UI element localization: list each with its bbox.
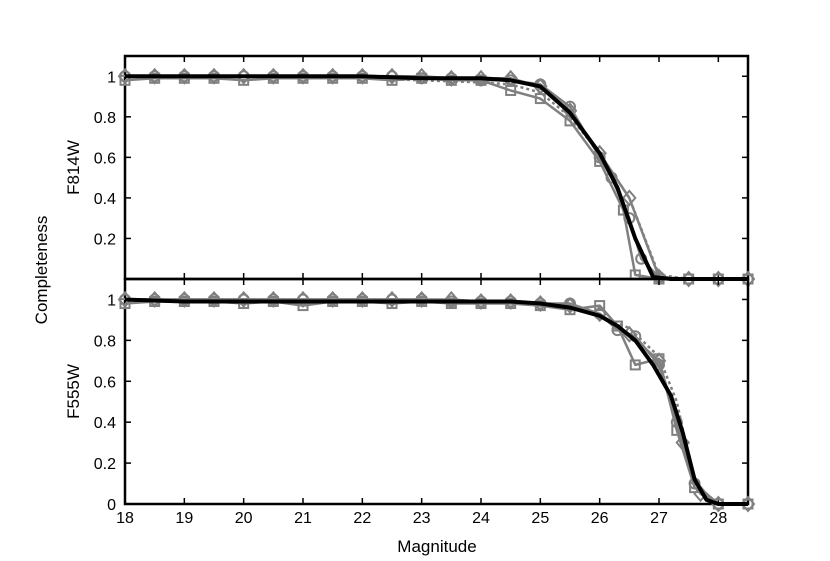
x-tick-label: 26 [591,510,609,527]
f814w-series-3-diamond-marker [414,67,429,85]
f814w-panel-label: F814W [64,140,83,195]
f814w-mean-line [125,74,748,281]
f555w-panel-label: F555W [64,364,83,419]
f555w-y-tick-label: 0.2 [94,456,116,473]
f555w-y-tick-label: 1 [107,292,116,309]
f555w-series-3-diamond-marker [325,290,340,308]
f814w-series-3-diamond-marker [117,67,133,85]
f555w-series-3-diamond-marker [651,352,667,370]
f814w-series-3-diamond-marker [266,67,281,85]
f555w-series-1-line [125,298,748,506]
f555w-series-3-diamond-marker [177,290,192,308]
f555w-axes-frame [123,277,750,506]
x-tick-label: 28 [709,510,727,527]
x-tick-label: 27 [650,510,668,527]
f814w-series-3-line [125,75,748,281]
f814w-series-3-diamond-marker [473,69,489,87]
f814w-series-3-diamond-marker [681,270,696,288]
f555w-panel: 18 19 20 21 22 23 24 25 26 27 28 0 0.2 0.4 0.6 0.8 1 F555… [64,277,756,527]
f555w-y-tick-label: 0.6 [94,374,116,391]
x-tick-label: 19 [175,510,193,527]
f555w-series-3-diamond-marker [414,290,429,308]
f555w-series-3-diamond-marker [562,297,578,315]
f555w-series-3-diamond-marker [592,305,607,323]
f555w-y-tick-label: 0 [107,497,116,514]
f814w-series-3-diamond-marker [206,67,222,85]
f555w-y-tick-label: 0.8 [94,333,116,350]
f555w-series-2-square-marker [629,359,641,371]
f555w-series-3-diamond-marker [355,290,370,308]
x-axis-label: Magnitude [397,537,476,556]
f555w-series-3-diamond-marker [117,290,133,308]
f814w-y-tick-label: 0.2 [94,231,116,248]
f814w-series-3-diamond-marker [177,67,192,85]
f555w-series-3-line [125,298,748,506]
f555w-series-3-diamond-marker [473,292,489,311]
f555w-series-4-line [125,298,748,506]
x-tick-label: 21 [294,510,312,527]
f814w-panel: 0.2 0.4 0.6 0.8 1 F814W [64,54,756,288]
f555w-series-3-diamond-marker [266,290,281,308]
f814w-series-3-diamond-marker [147,67,162,85]
f814w-y-tick-label: 1 [107,69,116,86]
f555w-series-3-diamond-marker [533,295,548,313]
f814w-y-tick-label: 0.6 [94,150,116,167]
x-tick-label: 20 [235,510,253,527]
x-tick-label: 18 [116,510,134,527]
f814w-series-1-line [125,75,748,281]
f814w-series-4-line [125,75,748,281]
x-tick-label: 22 [353,510,371,527]
f555w-series-3-diamond-marker [693,485,708,503]
x-tick-label: 25 [531,510,549,527]
x-tick-label: 23 [413,510,431,527]
f555w-mean-line [124,297,748,506]
f814w-series-3-diamond-marker [325,67,340,85]
f555w-y-tick-label: 0.4 [94,415,116,432]
f814w-series-3-diamond-marker [711,270,726,288]
shared-y-axis-label: Completeness [32,216,51,325]
f814w-series-3-diamond-marker [384,67,400,85]
f555w-series-3-diamond-marker [384,290,400,308]
f814w-y-tick-label: 0.4 [94,191,116,208]
f555w-series-3-diamond-marker [147,290,162,308]
f555w-series-2-square-marker [594,300,606,312]
f814w-series-3-diamond-marker [444,69,459,87]
f814w-series-3-diamond-marker [622,189,637,207]
f814w-series-3-diamond-marker [295,67,311,85]
f814w-series-3-diamond-marker [355,67,370,85]
f555w-series-3-diamond-marker [444,290,459,308]
f814w-series-3-diamond-marker [236,67,251,85]
f555w-series-3-diamond-marker [206,290,222,308]
f555w-series-3-diamond-marker [503,292,518,311]
f555w-series-3-diamond-marker [295,290,311,308]
f814w-axes-frame [123,54,750,281]
f814w-y-tick-label: 0.8 [94,110,116,127]
x-tick-label: 24 [472,510,490,527]
f555w-series-3-diamond-marker [236,290,251,308]
f555w-series-3-diamond-marker [740,495,756,513]
f555w-series-2-line [124,300,748,506]
f814w-series-2-line [124,77,748,281]
